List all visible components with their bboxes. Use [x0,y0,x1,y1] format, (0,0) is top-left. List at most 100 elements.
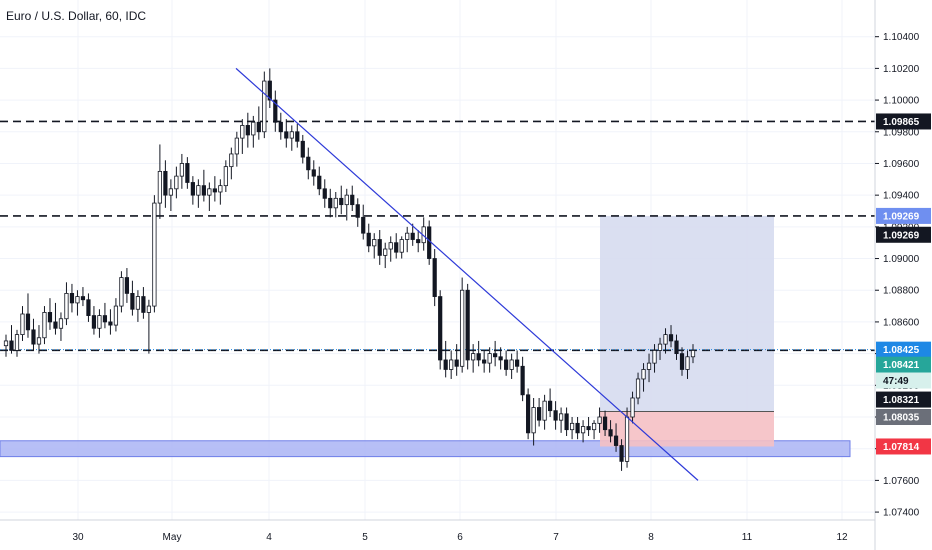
candle-body [454,359,459,367]
price-tick-label: 1.10000 [883,96,920,107]
candle-body [234,137,239,155]
trendline-line [235,67,699,481]
price-tag-label: 1.09865 [883,117,920,128]
candle-body [663,334,668,345]
candle-body [652,350,657,364]
price-tag-bg [876,341,931,358]
trendline[interactable] [235,67,699,481]
price-tag: 1.08321 [876,391,931,408]
candle-body [366,232,371,247]
candle-body [542,400,547,421]
price-axis[interactable]: 1.074001.076001.078001.080001.082001.084… [874,0,932,550]
candle-body [394,242,399,253]
price-tag-bg [876,226,931,243]
candle-body [273,99,278,123]
candle-body [201,185,206,196]
price-tick-label: 1.09800 [883,127,920,138]
candle-body [553,410,558,421]
candle-body [355,204,360,218]
candle-body [300,140,305,158]
candle-body [619,445,624,462]
candle-body [119,277,124,307]
price-tag-bg [876,438,931,455]
candle-body [548,400,553,412]
price-tags: 1.09865 1.09269 1.09269 1.08425 1.08421 47:49… [876,113,931,455]
candle-body [646,362,652,370]
candle-body [674,340,679,355]
candle-body [179,163,184,177]
candle-body [630,397,635,418]
candle-body [443,359,448,370]
candle-body [471,353,476,361]
price-tag: 1.07814 [876,438,931,455]
candle-body [657,343,663,351]
candle-body [168,188,173,196]
candle-body [289,131,294,139]
candle-body [223,166,228,187]
candle-body [597,416,602,424]
candle-body [526,394,531,434]
time-tick-label: 11 [742,532,753,543]
candle-body [20,313,25,336]
target-zone [600,215,774,412]
price-tag-bg [876,372,931,389]
candle-body [152,202,157,307]
price-tag-label: 47:49 [883,376,909,387]
candle-body [537,407,542,421]
price-tick-label: 1.07600 [883,476,920,487]
candle-body [135,296,141,310]
candle-body [251,121,256,136]
candle-body [465,289,470,361]
time-axis[interactable]: 30 May 4 5 6 7 8 11 12 [0,519,875,543]
candle-body [531,407,536,434]
price-axis-bg [875,0,932,550]
price-tag-bg [876,391,931,408]
candle-body [487,353,492,364]
candle-body [575,422,580,434]
candle-body [64,292,69,320]
candle-body [383,248,388,256]
price-tick-label: 1.08800 [883,286,920,297]
candle-body [515,359,520,367]
candle-body [580,426,586,434]
candle-body [586,426,591,431]
candle-body [97,315,102,329]
price-tick-label: 1.09400 [883,191,920,202]
candle-body [504,359,509,370]
time-tick-label: 7 [553,532,559,543]
candle-body [80,296,86,301]
candle-body [635,378,641,399]
price-tag-bg [876,207,931,224]
candle-body [624,416,630,462]
price-tag: 47:49 [876,372,931,389]
candle-body [278,121,283,133]
candle-body [69,292,75,304]
price-tag: 1.09269 [876,226,931,243]
price-tag: 1.08421 [876,356,931,373]
price-tag-label: 1.09269 [883,230,920,241]
drawing-zones[interactable] [0,215,851,458]
candle-body [240,125,245,139]
candle-body [317,175,322,190]
candle-body [690,350,696,358]
candle-body [399,239,404,253]
candle-body [3,340,9,347]
candle-body [42,312,47,339]
candle-body [493,353,498,358]
candle-body [668,334,674,342]
candle-body [328,197,333,209]
horizontal-levels[interactable] [0,120,875,352]
candle-body [641,369,646,380]
candle-body [124,277,130,294]
price-tag-label: 1.07814 [883,442,920,453]
candle-body [427,226,432,259]
candle-body [245,125,250,136]
candle-body [377,239,382,256]
candle-body [520,365,525,396]
candle-body [564,413,569,431]
price-tag: 1.09865 [876,113,931,130]
candle-body [267,80,272,101]
candle-body [372,239,377,247]
candle-body [130,292,135,310]
